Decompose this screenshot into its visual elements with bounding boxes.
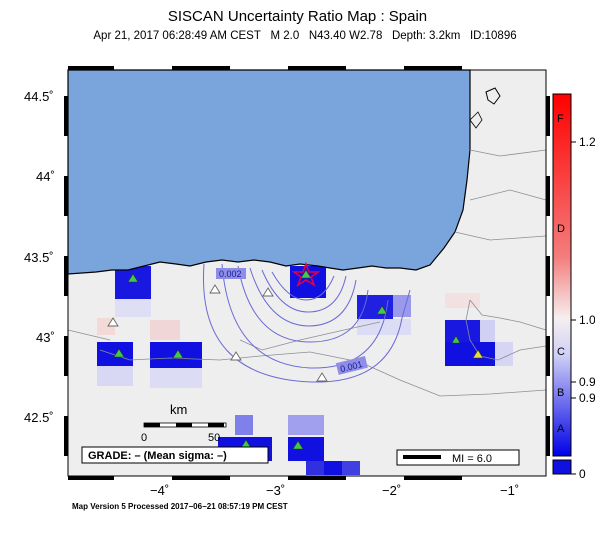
svg-text:B: B [557,387,564,399]
scale-end: 50 [208,432,220,444]
sea-area [67,69,471,275]
lat-label: 42.5˚ [24,410,54,425]
event-magnitude: M 2.0 [270,30,300,42]
map-footer: Map Version 5 Processed 2017−06−21 08:57… [72,502,288,511]
svg-text:A: A [557,423,565,435]
contour-label-bg-2 [335,356,368,375]
event-depth: Depth: 3.2km [391,30,461,42]
lon-label: −2˚ [382,483,401,498]
lat-label: 44.5˚ [24,89,54,104]
coastal-island [485,87,501,105]
colorbar-value: 0 [579,467,586,481]
colorbar-zero-swatch [552,459,572,475]
colorbar-grades: F D C B A [557,113,565,435]
lon-label: −3˚ [266,483,285,498]
grade-text: GRADE: – (Mean sigma: –) [88,450,227,462]
inactive-stations [107,284,328,382]
lon-label: −4˚ [150,483,169,498]
scale-unit: km [170,402,187,417]
borders [67,149,547,397]
svg-text:F: F [557,113,564,125]
event-subtitle: Apr 21, 2017 06:28:49 AM CEST M 2.0 N43.… [0,30,595,42]
lat-label: 43.5˚ [24,250,54,265]
map-title: SISCAN Uncertainty Ratio Map : Spain [167,8,428,25]
uncertainty-contours [202,263,411,383]
colorbar-value: 1.0 [579,313,595,327]
colorbar-value: 0.9 [579,375,595,389]
svg-text:C: C [557,346,565,358]
mi-legend-line [403,455,441,459]
epicenter-star [291,261,321,287]
mi-legend-box [396,449,520,466]
lat-label: 44˚ [36,169,55,184]
map-frame [64,66,550,480]
event-id: ID:10896 [469,30,517,42]
contour-label-inner: 0.002 [219,269,242,279]
svg-text:D: D [557,223,565,235]
colorbar [552,93,572,457]
colorbar-ticks [571,141,576,475]
scale-bar: km 0 50 [141,402,227,444]
event-location: N43.40 W2.78 [308,30,383,42]
grade-box [81,446,269,464]
colorbar-value: 1.2 [579,135,595,149]
contour-label-bg [216,268,246,279]
active-stations [113,269,461,450]
lat-label: 43˚ [36,330,55,345]
station-yellow [472,349,484,359]
event-datetime: Apr 21, 2017 06:28:49 AM CEST [93,30,261,42]
colorbar-value: 0.9 [579,391,595,405]
mi-legend-text: MI = 6.0 [452,453,492,465]
scale-start: 0 [141,432,147,444]
lon-label: −1˚ [500,483,519,498]
